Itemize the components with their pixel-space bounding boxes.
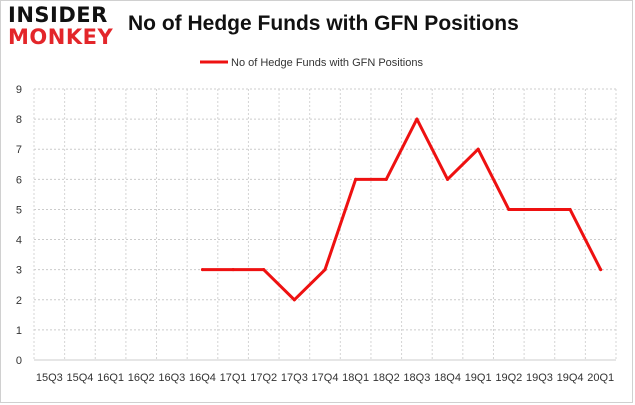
x-tick-label: 16Q2 — [128, 372, 155, 384]
x-tick-label: 19Q4 — [557, 372, 584, 384]
series-point — [323, 268, 327, 272]
logo-text-insider: INSIDER — [8, 3, 108, 27]
series-lines — [200, 117, 603, 302]
series-line-segment — [292, 268, 327, 302]
series-point — [231, 268, 235, 272]
y-tick-label: 6 — [16, 174, 22, 186]
series-line-segment — [476, 147, 511, 211]
y-tick-label: 5 — [16, 204, 22, 216]
y-tick-label: 7 — [16, 144, 22, 156]
series-line-segment — [323, 177, 358, 272]
series-point — [384, 177, 388, 181]
y-tick-label: 2 — [16, 295, 22, 307]
x-tick-label: 17Q3 — [281, 372, 308, 384]
series-point — [446, 177, 450, 181]
x-tick-label: 17Q2 — [250, 372, 277, 384]
series-point — [292, 298, 296, 302]
series-point — [537, 207, 541, 211]
x-tick-label: 16Q3 — [158, 372, 185, 384]
series-point — [476, 147, 480, 151]
series-point — [354, 177, 358, 181]
y-tick-labels: 0 1 2 3 4 5 6 7 8 9 — [16, 84, 22, 367]
y-tick-label: 9 — [16, 84, 22, 96]
y-gridlines — [34, 88, 616, 361]
logo-text-monkey: MONKEY — [8, 25, 114, 49]
x-tick-label: 19Q1 — [465, 372, 492, 384]
x-tick-label: 17Q4 — [312, 372, 339, 384]
x-tick-label: 16Q4 — [189, 372, 216, 384]
y-tick-label: 0 — [16, 355, 22, 367]
series-point — [415, 117, 419, 121]
x-tick-label: 18Q2 — [373, 372, 400, 384]
legend: No of Hedge Funds with GFN Positions — [200, 57, 423, 69]
x-tick-label: 18Q1 — [342, 372, 369, 384]
x-tick-label: 19Q3 — [526, 372, 553, 384]
y-tick-label: 8 — [16, 114, 22, 126]
y-tick-label: 3 — [16, 265, 22, 277]
x-tick-label: 20Q1 — [587, 372, 614, 384]
x-tick-label: 15Q4 — [66, 372, 93, 384]
series-point — [262, 268, 266, 272]
x-tick-label: 16Q1 — [97, 372, 124, 384]
series-point — [599, 268, 603, 272]
x-tick-label: 18Q3 — [403, 372, 430, 384]
insider-monkey-logo: INSIDER MONKEY — [8, 4, 120, 52]
x-tick-label: 19Q2 — [495, 372, 522, 384]
y-tick-label: 1 — [16, 325, 22, 337]
series-line-segment — [415, 117, 450, 181]
series-line-segment — [384, 117, 419, 181]
x-tick-label: 15Q3 — [36, 372, 63, 384]
chart-title: No of Hedge Funds with GFN Positions — [128, 12, 519, 35]
series-line-segment — [262, 268, 296, 302]
x-tick-labels: 15Q3 15Q4 16Q1 16Q2 16Q3 16Q4 17Q1 17Q2 17Q3 17Q4… — [36, 372, 614, 384]
legend-label: No of Hedge Funds with GFN Positions — [231, 57, 423, 69]
x-tick-label: 17Q1 — [220, 372, 247, 384]
y-tick-label: 4 — [16, 235, 22, 247]
series-point — [200, 268, 204, 272]
series-point — [568, 207, 572, 211]
series-line-segment — [446, 147, 480, 181]
x-tick-label: 18Q4 — [434, 372, 461, 384]
x-gridlines — [33, 89, 617, 360]
series-point — [507, 207, 511, 211]
series-line-segment — [568, 207, 603, 272]
